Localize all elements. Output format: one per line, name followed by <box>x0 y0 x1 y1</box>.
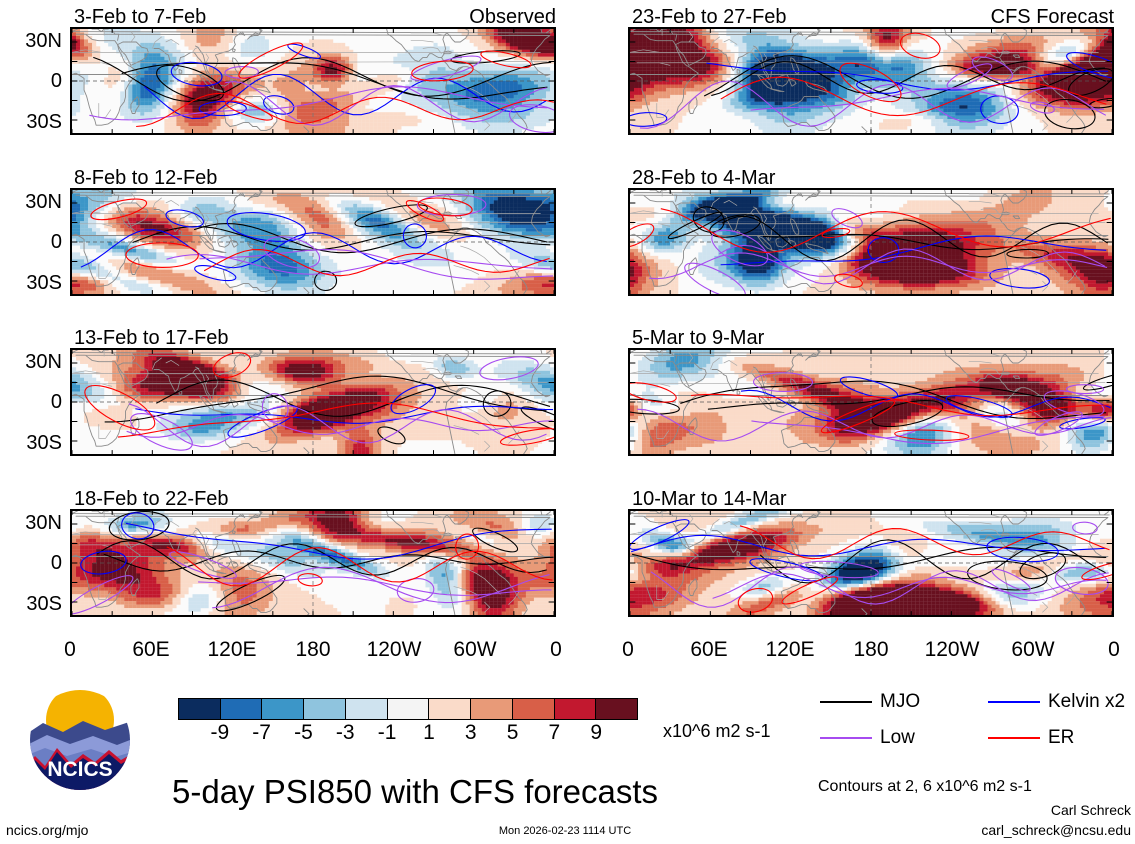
map-field <box>630 511 1112 615</box>
x-axis-tick: 0 <box>511 639 601 660</box>
map-panel[interactable] <box>70 188 556 296</box>
map-panel[interactable] <box>628 27 1114 135</box>
colorbar-segment <box>553 699 596 719</box>
author-name: Carl Schreck <box>835 803 1131 817</box>
colorbar-segment <box>261 699 304 719</box>
chart-main-title: 5-day PSI850 with CFS forecasts <box>172 775 658 808</box>
legend-item-mjo[interactable]: MJO <box>820 692 920 711</box>
x-axis-tick: 60E <box>106 639 196 660</box>
colorbar: -9 -7 -5 -3 -1 1 3 5 7 9 <box>178 698 648 748</box>
contour-legend: MJO Kelvin x2 Low ER <box>820 692 1130 758</box>
x-axis-tick: 0 <box>1069 639 1135 660</box>
map-field <box>72 190 554 294</box>
legend-label: MJO <box>880 692 920 711</box>
x-axis-tick: 0 <box>25 639 115 660</box>
x-axis-tick: 120E <box>745 639 835 660</box>
colorbar-segment <box>219 699 262 719</box>
panel-title-left-0: 3-Feb to 7-Feb <box>74 7 206 27</box>
site-url: ncics.org/mjo <box>6 823 88 837</box>
panel-title-right-2: 5-Mar to 9-Mar <box>632 328 764 348</box>
colorbar-units-label: x10^6 m2 s-1 <box>663 722 771 740</box>
colorbar-tick-label: -1 <box>362 722 412 743</box>
panel-title-right-3: 10-Mar to 14-Mar <box>632 489 787 509</box>
map-field <box>72 29 554 133</box>
y-axis-label: 30S <box>0 433 62 453</box>
colorbar-segment <box>386 699 429 719</box>
ncics-logo-text: NCICS <box>47 758 112 781</box>
x-axis-tick: 120W <box>907 639 997 660</box>
y-axis-label: 30N <box>0 352 62 372</box>
x-axis-tick: 60E <box>664 639 754 660</box>
y-axis-label: 30S <box>0 594 62 614</box>
colorbar-tick-label: 1 <box>404 722 454 743</box>
colorbar-segment <box>511 699 554 719</box>
map-field <box>72 350 554 454</box>
colorbar-segment <box>179 699 220 719</box>
map-panel[interactable] <box>628 509 1114 617</box>
panel-title-left-3: 18-Feb to 22-Feb <box>74 489 229 509</box>
y-axis-label: 30N <box>0 513 62 533</box>
colorbar-tick-label: 9 <box>571 722 621 743</box>
panel-title-right-1: 28-Feb to 4-Mar <box>632 168 775 188</box>
legend-item-er[interactable]: ER <box>988 728 1074 747</box>
legend-item-low[interactable]: Low <box>820 728 915 747</box>
x-axis-tick: 180 <box>826 639 916 660</box>
colorbar-segment <box>595 699 638 719</box>
colorbar-segment <box>344 699 387 719</box>
legend-label: ER <box>1048 728 1074 747</box>
panel-title-right-0: 23-Feb to 27-Feb <box>632 7 787 27</box>
map-panel[interactable] <box>628 348 1114 456</box>
map-panel[interactable] <box>70 509 556 617</box>
colorbar-tick-label: 7 <box>529 722 579 743</box>
legend-line-swatch <box>820 736 872 739</box>
map-field <box>630 350 1112 454</box>
colorbar-tick-label: -7 <box>237 722 287 743</box>
map-field <box>72 511 554 615</box>
legend-line-swatch <box>988 736 1040 739</box>
y-axis-label: 30S <box>0 273 62 293</box>
panel-corner-label-forecast: CFS Forecast <box>944 7 1114 27</box>
panel-title-left-2: 13-Feb to 17-Feb <box>74 328 229 348</box>
map-panel[interactable] <box>70 27 556 135</box>
y-axis-label: 0 <box>0 553 62 573</box>
y-axis-label: 30N <box>0 192 62 212</box>
legend-label: Kelvin x2 <box>1048 692 1125 711</box>
colorbar-tick-label: -9 <box>195 722 245 743</box>
ncics-logo: NCICS <box>25 690 135 790</box>
colorbar-tick-label: 5 <box>488 722 538 743</box>
panel-title-left-1: 8-Feb to 12-Feb <box>74 168 217 188</box>
x-axis-tick: 180 <box>268 639 358 660</box>
colorbar-tick-label: 3 <box>446 722 496 743</box>
x-axis-tick: 60W <box>430 639 520 660</box>
x-axis-tick: 60W <box>988 639 1078 660</box>
map-field <box>630 190 1112 294</box>
author-email: carl_schreck@ncsu.edu <box>835 823 1131 837</box>
x-axis-tick: 120W <box>349 639 439 660</box>
y-axis-label: 30N <box>0 31 62 51</box>
map-panel[interactable] <box>70 348 556 456</box>
legend-line-swatch <box>820 700 872 703</box>
legend-label: Low <box>880 728 915 747</box>
ncics-logo-graphic: NCICS <box>30 690 130 790</box>
y-axis-label: 0 <box>0 71 62 91</box>
x-axis-tick: 0 <box>583 639 673 660</box>
panel-corner-label-observed: Observed <box>386 7 556 27</box>
colorbar-strip <box>178 698 638 720</box>
colorbar-segment <box>470 699 512 719</box>
legend-item-kelvin-x2[interactable]: Kelvin x2 <box>988 692 1125 711</box>
colorbar-segment <box>303 699 345 719</box>
map-field <box>630 29 1112 133</box>
y-axis-label: 30S <box>0 112 62 132</box>
legend-line-swatch <box>988 700 1040 703</box>
map-panel[interactable] <box>628 188 1114 296</box>
contour-note: Contours at 2, 6 x10^6 m2 s-1 <box>818 779 1032 795</box>
colorbar-tick-label: -3 <box>320 722 370 743</box>
y-axis-label: 0 <box>0 232 62 252</box>
y-axis-label: 0 <box>0 392 62 412</box>
colorbar-segment <box>428 699 471 719</box>
colorbar-tick-label: -5 <box>278 722 328 743</box>
timestamp: Mon 2026-02-23 1114 UTC <box>440 826 690 837</box>
x-axis-tick: 120E <box>187 639 277 660</box>
